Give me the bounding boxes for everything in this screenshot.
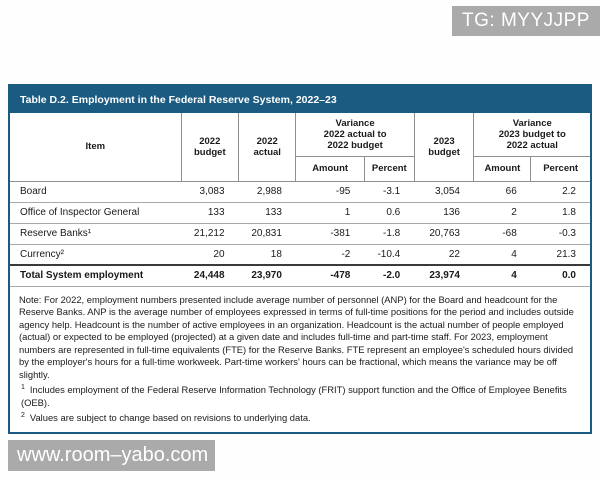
col-header-2022-budget: 2022 budget xyxy=(180,113,240,182)
cell-value: -1.8 xyxy=(364,222,415,244)
cell-value: -381 xyxy=(295,222,365,244)
cell-value: 66 xyxy=(473,180,531,202)
cell-value: 133 xyxy=(181,201,239,223)
cell-value: -3.1 xyxy=(364,180,415,202)
cell-value: 0.6 xyxy=(364,201,415,223)
cell-value: -478 xyxy=(295,264,365,286)
cell-value: 18 xyxy=(238,243,296,265)
employment-table-container: Table D.2. Employment in the Federal Res… xyxy=(8,84,592,435)
row-label: Board xyxy=(10,180,182,202)
col-header-2023-budget: 2023 budget xyxy=(413,113,475,182)
cell-value: -2.0 xyxy=(364,264,415,286)
cell-value: 133 xyxy=(238,201,296,223)
cell-value: 3,083 xyxy=(181,180,239,202)
table-row-total: Total System employment 24,448 23,970 -4… xyxy=(10,264,590,286)
cell-value: 20 xyxy=(181,243,239,265)
cell-value: 1 xyxy=(295,201,365,223)
cell-value: 2 xyxy=(473,201,531,223)
cell-value: 0.0 xyxy=(530,264,590,286)
watermark-telegram-text: TG: MYYJJPP xyxy=(462,10,590,31)
table-row-oig: Office of Inspector General 133 133 1 0.… xyxy=(10,201,590,223)
footnote-2: 2 Values are subject to change based on r… xyxy=(19,409,581,424)
cell-value: 21,212 xyxy=(181,222,239,244)
row-label: Reserve Banks¹ xyxy=(10,222,182,244)
row-label: Currency² xyxy=(10,243,182,265)
footnote-1: 1 Includes employment of the Federal Rese… xyxy=(19,381,581,409)
footnote-1-text: Includes employment of the Federal Reser… xyxy=(21,384,567,409)
cell-value: -68 xyxy=(473,222,531,244)
table-row-currency: Currency² 20 18 -2 -10.4 22 4 21.3 xyxy=(10,243,590,265)
table-row-board: Board 3,083 2,988 -95 -3.1 3,054 66 2.2 xyxy=(10,180,590,202)
employment-table: Item 2022 budget 2022 actual Variance 20… xyxy=(10,113,590,433)
col-subheader-percent-2: Percent xyxy=(530,156,590,182)
cell-value: 2.2 xyxy=(530,180,590,202)
cell-value: -95 xyxy=(295,180,365,202)
table-title: Table D.2. Employment in the Federal Res… xyxy=(10,86,590,113)
col-subheader-percent-1: Percent xyxy=(363,156,415,182)
col-subheader-amount-2: Amount xyxy=(473,156,532,182)
col-header-variance-2022: Variance 2022 actual to 2022 budget xyxy=(295,113,415,157)
cell-value: 4 xyxy=(473,243,531,265)
cell-value: 3,054 xyxy=(414,180,474,202)
cell-value: 20,831 xyxy=(238,222,296,244)
cell-value: 20,763 xyxy=(414,222,474,244)
col-header-item: Item xyxy=(10,113,182,182)
footnote-1-marker: 1 xyxy=(21,384,25,391)
table-row-reserve-banks: Reserve Banks¹ 21,212 20,831 -381 -1.8 2… xyxy=(10,222,590,244)
cell-value: 4 xyxy=(473,264,531,286)
row-label: Total System employment xyxy=(10,264,182,286)
footnote-2-text: Values are subject to change based on re… xyxy=(29,412,311,424)
cell-value: 21.3 xyxy=(530,243,590,265)
col-subheader-amount-1: Amount xyxy=(295,156,365,182)
row-label: Office of Inspector General xyxy=(10,201,182,223)
cell-value: 1.8 xyxy=(530,201,590,223)
cell-value: 24,448 xyxy=(181,264,239,286)
col-header-variance-2023: Variance 2023 budget to 2022 actual xyxy=(473,113,590,157)
cell-value: -2 xyxy=(295,243,365,265)
cell-value: 23,974 xyxy=(414,264,474,286)
cell-value: -10.4 xyxy=(364,243,415,265)
cell-value: 22 xyxy=(414,243,474,265)
col-header-2022-actual: 2022 actual xyxy=(238,113,297,182)
watermark-telegram: TG: MYYJJPP xyxy=(452,6,600,36)
table-note: Note: For 2022, employment numbers prese… xyxy=(19,293,574,380)
watermark-website-text: www.room–yabo.com xyxy=(17,444,209,466)
table-note-row: Note: For 2022, employment numbers prese… xyxy=(10,285,590,433)
cell-value: 136 xyxy=(414,201,474,223)
cell-value: -0.3 xyxy=(530,222,590,244)
cell-value: 2,988 xyxy=(238,180,296,202)
watermark-website: www.room–yabo.com xyxy=(8,440,215,471)
cell-value: 23,970 xyxy=(238,264,296,286)
footnote-2-marker: 2 xyxy=(21,412,25,420)
